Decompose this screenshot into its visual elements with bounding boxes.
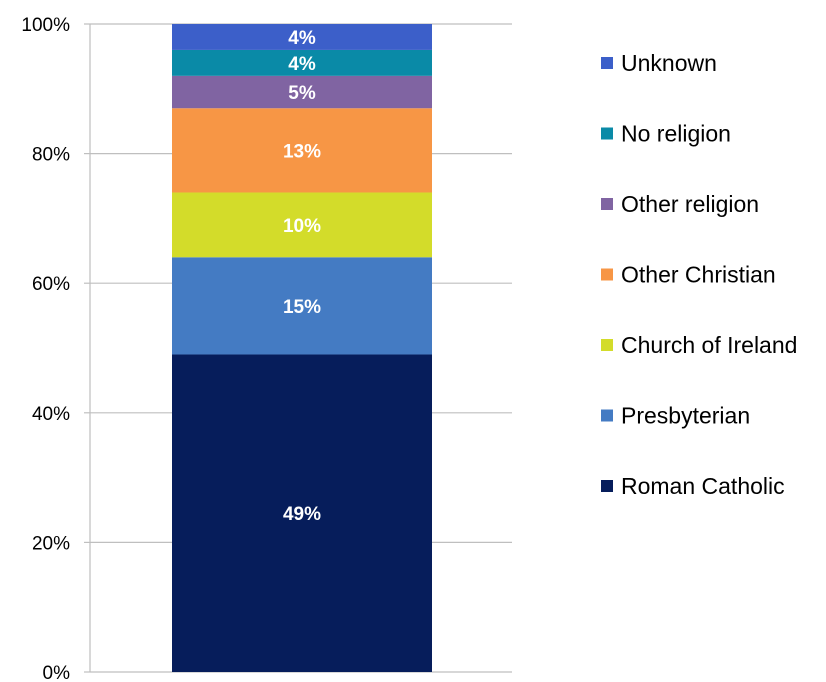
- data-label: 5%: [288, 83, 316, 104]
- data-label: 4%: [288, 28, 316, 49]
- legend-swatch-roman-catholic: [601, 480, 613, 492]
- legend-label-other-religion: Other religion: [621, 191, 759, 217]
- legend-label-unknown: Unknown: [621, 50, 717, 76]
- data-label: 4%: [288, 54, 316, 75]
- y-tick-label: 0%: [43, 663, 71, 682]
- legend-label-church-of-ireland: Church of Ireland: [621, 332, 797, 358]
- y-tick-label: 100%: [21, 15, 70, 36]
- y-tick-label: 40%: [32, 404, 70, 425]
- legend-swatch-unknown: [601, 57, 613, 69]
- bar-segment-church-of-ireland: [172, 192, 432, 258]
- bar-segment-other-religion: [172, 75, 432, 109]
- y-axis: 0% 20% 40% 60% 80% 100%: [21, 15, 91, 682]
- y-tick-label: 60%: [32, 274, 70, 295]
- data-labels: 49% 15% 10% 13% 5% 4% 4%: [283, 28, 321, 525]
- data-label: 49%: [283, 504, 321, 525]
- legend-label-other-christian: Other Christian: [621, 262, 776, 288]
- legend-label-presbyterian: Presbyterian: [621, 403, 750, 429]
- data-label: 10%: [283, 216, 321, 237]
- stacked-bar: [172, 24, 432, 672]
- legend-swatch-other-religion: [601, 198, 613, 210]
- bar-segment-other-christian: [172, 108, 432, 193]
- bar-segment-presbyterian: [172, 257, 432, 355]
- legend-swatch-presbyterian: [601, 409, 613, 422]
- legend-label-roman-catholic: Roman Catholic: [621, 473, 785, 499]
- legend: Unknown No religion Other religion Other Ch…: [601, 50, 797, 499]
- data-label: 13%: [283, 141, 321, 162]
- legend-label-no-religion: No religion: [621, 121, 731, 147]
- bar-segment-unknown: [172, 24, 432, 50]
- y-tick-label: 80%: [32, 145, 70, 166]
- bar-segment-roman-catholic: [172, 354, 432, 672]
- data-label: 15%: [283, 297, 321, 318]
- legend-swatch-other-christian: [601, 268, 613, 281]
- legend-swatch-no-religion: [601, 127, 613, 140]
- legend-swatch-church-of-ireland: [601, 339, 613, 351]
- bar-segment-no-religion: [172, 49, 432, 76]
- y-tick-label: 20%: [32, 533, 70, 554]
